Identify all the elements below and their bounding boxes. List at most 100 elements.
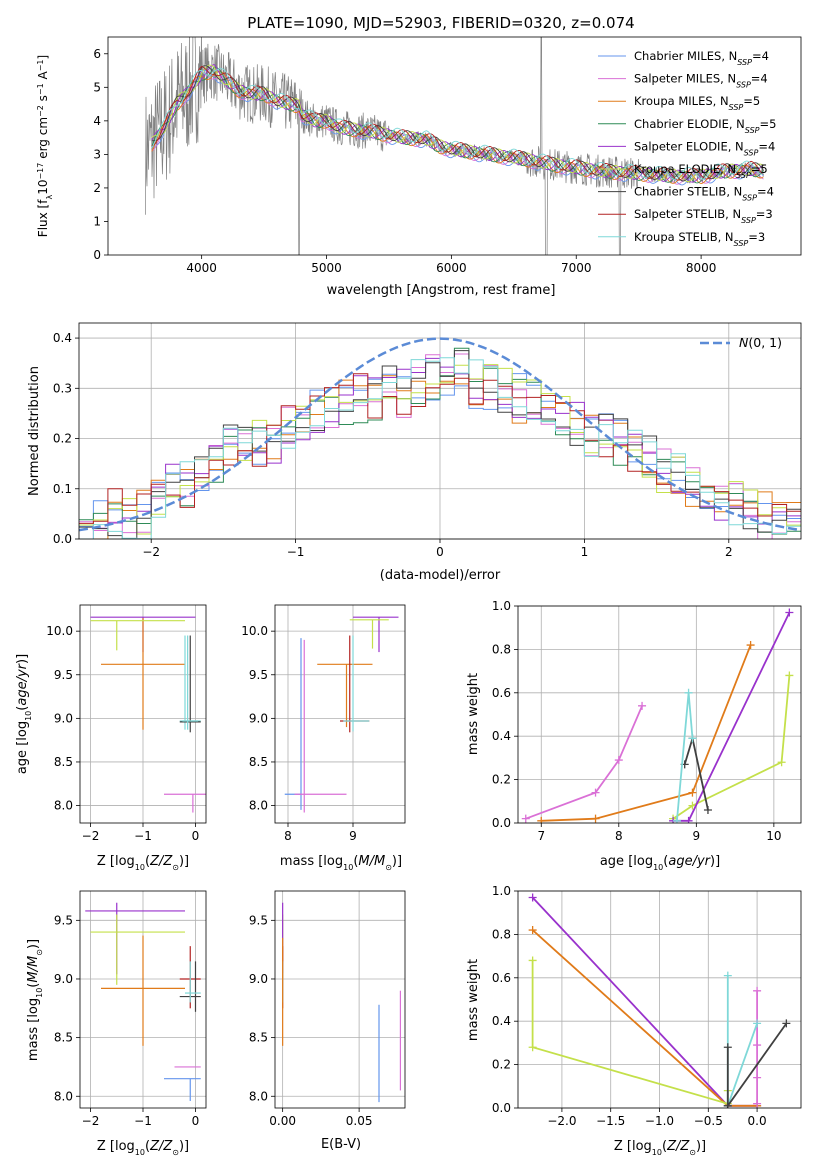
y-tick-label: 0.8 bbox=[492, 927, 511, 941]
y-tick-label: 8.0 bbox=[54, 1089, 73, 1103]
x-tick-label: 7 bbox=[537, 829, 545, 843]
x-tick-label: 1 bbox=[581, 545, 589, 559]
plot-area-age-vs-Z bbox=[90, 616, 206, 813]
legend-label-4: Salpeter ELODIE, NSSP=4 bbox=[634, 139, 775, 157]
y-tick-label: 0.2 bbox=[492, 773, 511, 787]
x-tick-label: 0 bbox=[436, 545, 444, 559]
y-tick-label: 0.1 bbox=[53, 482, 72, 496]
axes-frame bbox=[517, 890, 802, 1109]
legend-label-1: Salpeter MILES, NSSP=4 bbox=[634, 72, 768, 90]
y-axis-label: Normed distribution bbox=[27, 366, 42, 496]
grid-age-vs-mass bbox=[275, 605, 405, 823]
y-tick-label: 9.0 bbox=[54, 711, 73, 725]
y-axis-label: age [log10(age/yr)] bbox=[15, 654, 33, 774]
grid-weight-vs-Z bbox=[518, 890, 801, 1109]
y-tick-label: 8.0 bbox=[54, 799, 73, 813]
y-axis-label: mass [log10(M/M⊙)] bbox=[26, 939, 44, 1061]
x-tick-label: 9 bbox=[693, 829, 701, 843]
y-tick-label: 0.0 bbox=[53, 532, 72, 546]
x-tick-label: 7000 bbox=[561, 261, 592, 275]
axes-frame bbox=[517, 605, 802, 824]
grid-mass-vs-ebv bbox=[275, 891, 405, 1108]
y-tick-label: 0.2 bbox=[53, 432, 72, 446]
weight-marker bbox=[785, 671, 794, 680]
histogram-8 bbox=[79, 357, 801, 539]
y-tick-label: 1.0 bbox=[492, 599, 511, 613]
x-tick-label: 8000 bbox=[686, 261, 717, 275]
y-tick-label: 10.0 bbox=[241, 624, 268, 638]
plot-area-weight-vs-Z bbox=[528, 893, 791, 1108]
legend-label-2: Kroupa MILES, NSSP=5 bbox=[634, 94, 760, 112]
x-tick-label: 0 bbox=[192, 1114, 200, 1128]
model-line-2 bbox=[151, 71, 764, 184]
y-tick-label: 8.0 bbox=[249, 1089, 268, 1103]
panel-mass-vs-Z: −2 −1 0 8.0 8.5 9.0 9.5 Z [log10(Z/Z⊙)] mass [lo… bbox=[26, 890, 207, 1157]
y-tick-label: 8.5 bbox=[249, 1031, 268, 1045]
x-axis-label: Z [log10(Z/Z⊙)] bbox=[97, 854, 189, 872]
y-tick-label: 9.5 bbox=[249, 668, 268, 682]
y-tick-label: 9.5 bbox=[54, 913, 73, 927]
weight-marker bbox=[723, 971, 732, 980]
x-tick-label: 8 bbox=[615, 829, 623, 843]
legend-label-6: Chabrier STELIB, NSSP=4 bbox=[634, 185, 774, 203]
axes-frame bbox=[78, 322, 802, 540]
weight-marker bbox=[746, 641, 755, 650]
panel-residuals: −2 −1 0 1 2 0.0 0.1 0.2 0.3 0.4 N(0, 1) (data-model… bbox=[27, 322, 802, 583]
weight-line-5 bbox=[676, 692, 694, 821]
y-tick-label: 0.3 bbox=[53, 381, 72, 395]
panel-mass-vs-ebv: 0.00 0.05 8.0 8.5 9.0 9.5 E(B-V) bbox=[249, 890, 406, 1152]
weight-marker bbox=[785, 608, 794, 617]
x-tick-label: −1 bbox=[134, 829, 152, 843]
weight-marker bbox=[638, 701, 647, 710]
y-tick-label: 6 bbox=[93, 47, 101, 61]
legend-label-3: Chabrier ELODIE, NSSP=5 bbox=[634, 117, 776, 135]
legend-label-gauss: N(0, 1) bbox=[739, 335, 782, 350]
y-axis-label: mass weight bbox=[466, 673, 481, 755]
legend-label-5: Kroupa ELODIE, NSSP=5 bbox=[634, 162, 768, 180]
x-axis-label: mass [log10(M/M⊙)] bbox=[280, 854, 402, 872]
plot-area-age-vs-mass bbox=[284, 616, 399, 813]
y-tick-label: 0 bbox=[93, 248, 101, 262]
x-tick-label: −2.0 bbox=[547, 1114, 576, 1128]
weight-line-1 bbox=[541, 644, 752, 822]
weight-marker bbox=[723, 1101, 732, 1108]
weight-marker bbox=[688, 734, 697, 743]
x-tick-label: −2 bbox=[82, 1114, 100, 1128]
x-axis-label: wavelength [Angstrom, rest frame] bbox=[327, 283, 556, 298]
weight-marker bbox=[782, 1019, 791, 1028]
x-tick-label: −1 bbox=[287, 545, 305, 559]
y-tick-label: 9.0 bbox=[249, 711, 268, 725]
y-tick-label: 4 bbox=[93, 114, 101, 128]
y-tick-label: 0.4 bbox=[492, 729, 511, 743]
y-tick-label: 8.5 bbox=[54, 755, 73, 769]
histogram-5 bbox=[79, 364, 801, 535]
model-line-5 bbox=[151, 64, 764, 182]
gaussian-curve bbox=[79, 337, 801, 532]
x-axis-label: age [log10(age/yr)] bbox=[600, 854, 720, 872]
y-tick-label: 0.2 bbox=[492, 1058, 511, 1072]
y-tick-label: 1 bbox=[93, 214, 101, 228]
x-tick-label: −1.5 bbox=[596, 1114, 625, 1128]
weight-marker bbox=[777, 758, 786, 767]
weight-marker bbox=[672, 816, 681, 823]
panel-weight-vs-age: 7 8 9 10 0.0 0.2 0.4 0.6 0.8 1.0 age [log10(age/yr… bbox=[466, 599, 802, 872]
y-tick-label: 1.0 bbox=[492, 884, 511, 898]
panel-age-vs-mass: 8 9 8.0 8.5 9.0 9.5 10.0 mass [log10(M/M⊙)] bbox=[241, 604, 406, 872]
y-tick-label: 0.8 bbox=[492, 642, 511, 656]
y-tick-label: 8.5 bbox=[249, 755, 268, 769]
grid-weight-vs-age bbox=[518, 605, 801, 824]
x-tick-label: 0.00 bbox=[269, 1114, 296, 1128]
weight-marker bbox=[753, 986, 762, 995]
weight-marker bbox=[528, 1043, 537, 1052]
weight-line-0 bbox=[531, 896, 758, 1107]
weight-marker bbox=[753, 1019, 762, 1028]
x-axis-label: Z [log10(Z/Z⊙)] bbox=[614, 1139, 706, 1157]
x-axis-label: E(B-V) bbox=[321, 1137, 361, 1152]
x-tick-label: 0.0 bbox=[748, 1114, 767, 1128]
histogram-6 bbox=[79, 350, 801, 539]
weight-marker bbox=[753, 1041, 762, 1050]
x-tick-label: −1 bbox=[134, 1114, 152, 1128]
y-tick-label: 0.0 bbox=[492, 1101, 511, 1115]
x-tick-label: −2 bbox=[142, 545, 160, 559]
